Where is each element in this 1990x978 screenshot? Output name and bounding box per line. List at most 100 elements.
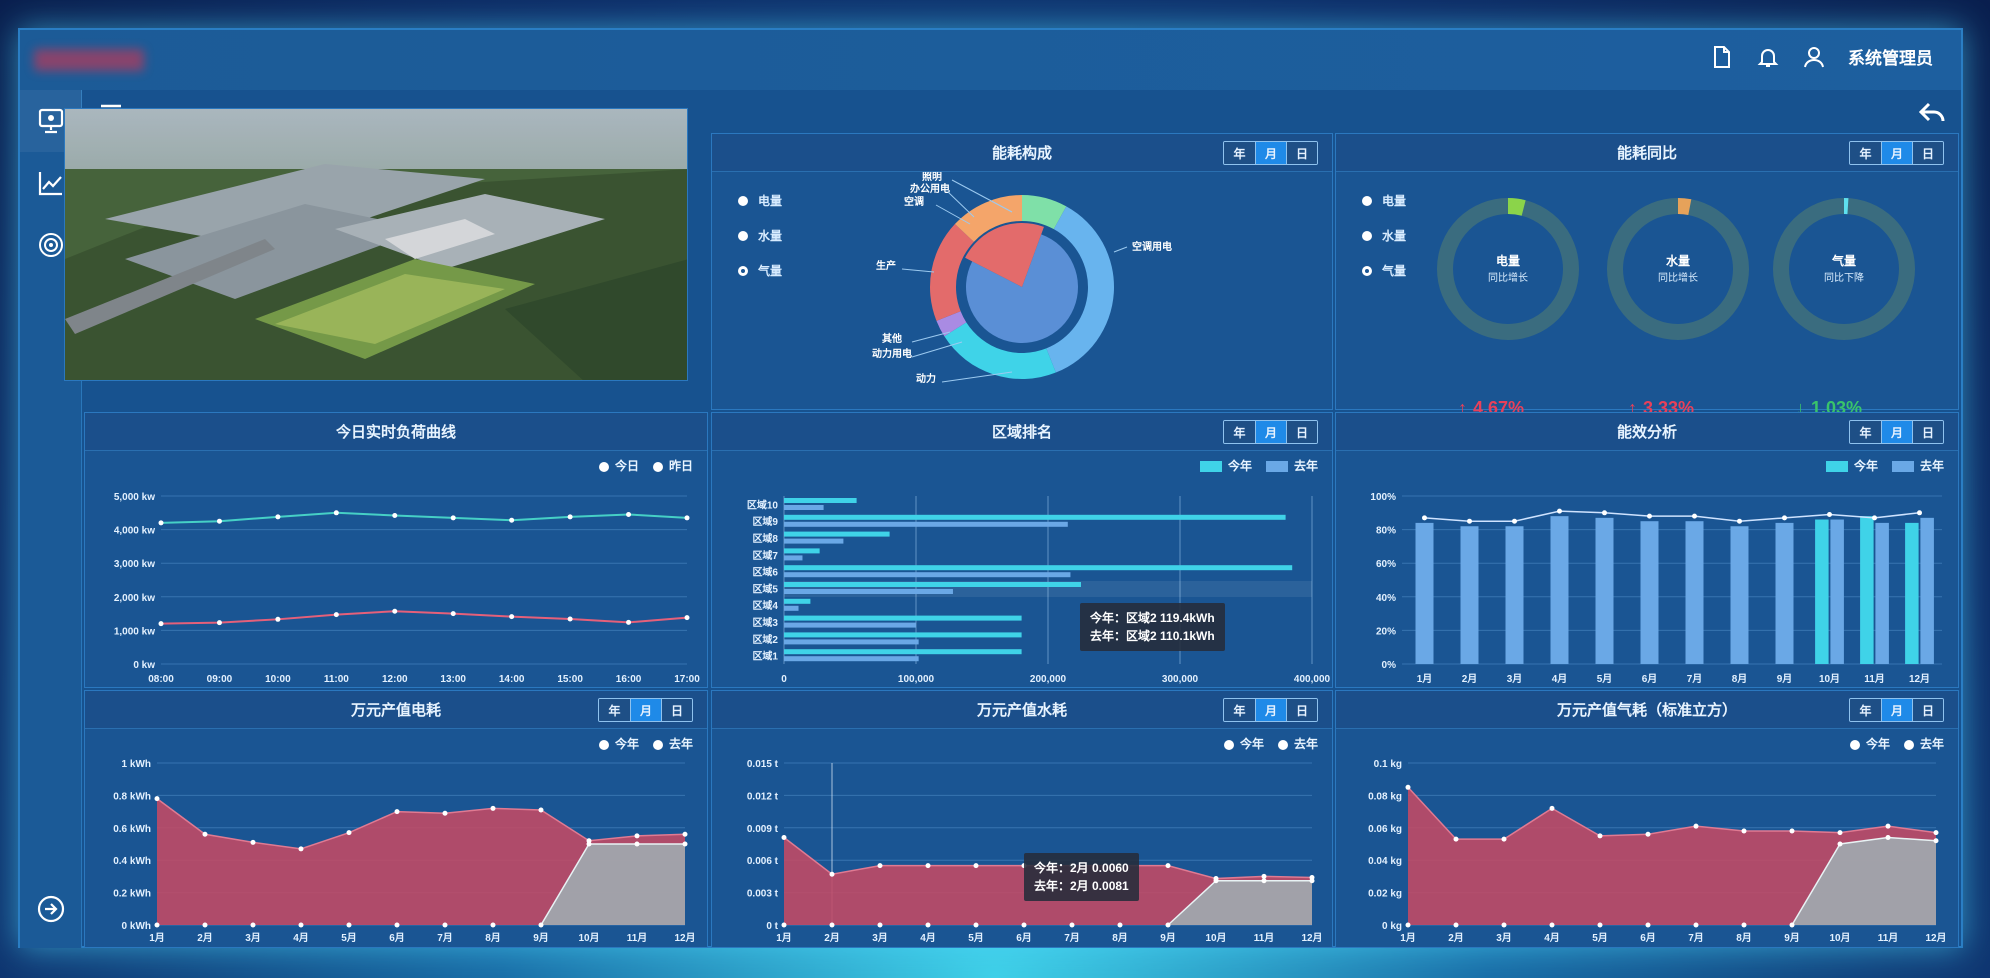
legend-item[interactable]: 去年	[1277, 735, 1318, 752]
bar	[784, 521, 1068, 527]
back-arrow-icon[interactable]	[1919, 102, 1945, 124]
period-tab-year[interactable]: 年	[1850, 142, 1881, 164]
period-tab-day[interactable]: 日	[1286, 421, 1317, 443]
period-tab-year[interactable]: 年	[1224, 421, 1255, 443]
period-tab-year[interactable]: 年	[1224, 699, 1255, 721]
period-tab-day[interactable]: 日	[1912, 142, 1943, 164]
y-tick-label: 0.012 t	[747, 791, 779, 802]
x-tick-label: 2月	[824, 932, 840, 944]
radio-label: 电量	[758, 194, 783, 208]
data-point	[216, 620, 222, 626]
period-tab-year[interactable]: 年	[1850, 699, 1881, 721]
period-tab-year[interactable]: 年	[1224, 142, 1255, 164]
ring-label: 气量	[1831, 253, 1856, 268]
period-tab-month[interactable]: 月	[630, 699, 661, 721]
period-tab-day[interactable]: 日	[1912, 699, 1943, 721]
legend-item[interactable]: 去年	[652, 735, 693, 752]
sidebar-item-analysis[interactable]	[20, 152, 82, 214]
period-tab-month[interactable]: 月	[1255, 142, 1286, 164]
radio-electricity[interactable]: 电量	[738, 192, 782, 209]
document-icon[interactable]	[1710, 45, 1734, 69]
sidebar-item-target[interactable]	[20, 214, 82, 276]
data-point	[1789, 828, 1795, 834]
radio-gas[interactable]: 气量	[738, 262, 782, 279]
series-line	[1407, 786, 1937, 840]
legend-item[interactable]: 去年	[1903, 735, 1944, 752]
panel-gas-intensity: 万元产值气耗（标准立方） 年 月 日 今年 去年 0 kg 0.02 kg 0.04…	[1335, 690, 1959, 948]
radio-water[interactable]: 水量	[738, 227, 782, 244]
y-tick-label: 1 kWh	[122, 759, 151, 770]
data-point	[538, 922, 544, 928]
panel-title: 万元产值气耗（标准立方）	[1556, 702, 1737, 719]
legend-item[interactable]: 去年	[1891, 457, 1944, 474]
period-tab-month[interactable]: 月	[1881, 142, 1912, 164]
ring-sublabel: 同比下降	[1824, 271, 1864, 284]
bar	[784, 598, 811, 604]
period-tab-year[interactable]: 年	[599, 699, 630, 721]
x-tick-label: 9月	[1777, 673, 1793, 685]
legend-item[interactable]: 今年	[1223, 735, 1264, 752]
line-chart-icon	[38, 172, 62, 196]
slice-label: 办公用电	[910, 182, 950, 195]
data-point	[442, 922, 448, 928]
data-point	[1917, 510, 1922, 516]
period-tab-day[interactable]: 日	[1286, 699, 1317, 721]
period-tab-month[interactable]: 月	[1255, 699, 1286, 721]
data-point	[154, 796, 160, 802]
panel-title: 区域排名	[991, 424, 1052, 441]
data-point	[1645, 922, 1651, 928]
legend-label: 今日	[614, 459, 639, 473]
period-tab-year[interactable]: 年	[1850, 421, 1881, 443]
period-tab-month[interactable]: 月	[1255, 421, 1286, 443]
data-point	[1693, 823, 1699, 829]
legend-item[interactable]: 今年	[598, 735, 639, 752]
data-point	[1117, 922, 1123, 928]
bar	[784, 622, 916, 628]
x-tick-label: 300,000	[1162, 674, 1199, 685]
data-point	[1827, 511, 1832, 517]
x-tick-label: 4月	[920, 932, 936, 944]
x-tick-label: 5月	[968, 932, 984, 944]
legend-item[interactable]: 今日	[598, 457, 639, 474]
legend-label: 今年	[1865, 737, 1890, 751]
period-tab-month[interactable]: 月	[1881, 699, 1912, 721]
data-point	[1405, 922, 1411, 928]
x-tick-label: 10月	[1819, 673, 1840, 685]
x-tick-label: 7月	[1687, 673, 1703, 685]
x-tick-label: 8月	[485, 932, 501, 944]
x-tick-label: 11月	[1254, 932, 1275, 944]
series-line	[160, 511, 688, 524]
series-area	[1792, 837, 1936, 925]
radio-gas[interactable]: 气量	[1362, 262, 1406, 279]
period-tab-day[interactable]: 日	[1912, 421, 1943, 443]
panel-title: 能耗同比	[1616, 145, 1677, 162]
bar	[784, 498, 857, 503]
legend-item[interactable]: 去年	[1265, 457, 1318, 474]
y-tick-label: 0.2 kWh	[113, 889, 151, 900]
legend-item[interactable]: 今年	[1849, 735, 1890, 752]
legend-item[interactable]: 今年	[1199, 457, 1252, 474]
x-tick-label: 11月	[1878, 932, 1899, 944]
y-tick-label: 区域4	[752, 599, 778, 612]
bell-icon[interactable]	[1756, 45, 1780, 69]
data-point	[1933, 838, 1939, 844]
ring-track	[1437, 198, 1579, 340]
radio-electricity[interactable]: 电量	[1362, 192, 1406, 209]
data-point	[250, 839, 256, 845]
period-tab-day[interactable]: 日	[1286, 142, 1317, 164]
bar	[784, 582, 1081, 587]
y-tick-label: 0 kWh	[122, 921, 151, 932]
data-point	[1309, 878, 1315, 884]
bar	[1460, 526, 1479, 664]
legend-item[interactable]: 今年	[1825, 457, 1878, 474]
bar	[1730, 526, 1749, 664]
user-icon[interactable]	[1802, 45, 1826, 69]
period-tab-month[interactable]: 月	[1881, 421, 1912, 443]
period-tab-day[interactable]: 日	[661, 699, 692, 721]
data-point	[1741, 828, 1747, 834]
username-label[interactable]: 系统管理员	[1848, 49, 1933, 68]
radio-water[interactable]: 水量	[1362, 227, 1406, 244]
sidebar-expand-button[interactable]	[20, 878, 82, 940]
legend-item[interactable]: 昨日	[652, 457, 693, 474]
